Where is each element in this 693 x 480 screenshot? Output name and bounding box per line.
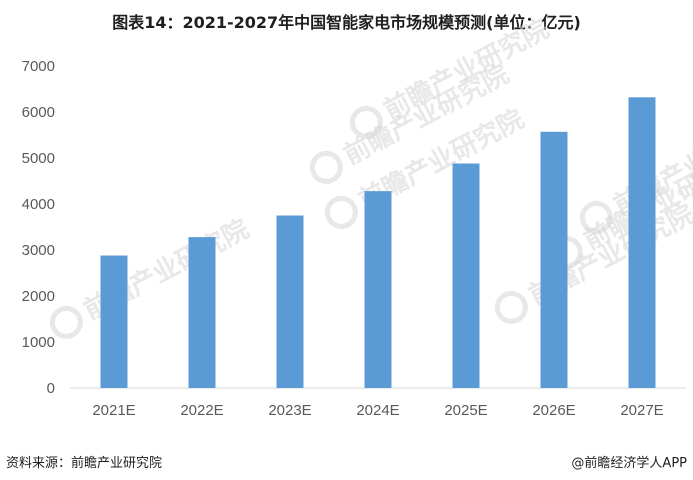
bar (276, 215, 304, 388)
bars-layer (100, 97, 656, 388)
app-credit: @前瞻经济学人APP (571, 456, 687, 471)
y-tick-label: 7000 (22, 58, 55, 75)
tick-labels-layer: 0 1000 2000 3000 4000 5000 6000 7000 2021E 2022E 2… (22, 58, 664, 419)
source-note: 资料来源：前瞻产业研究院 (6, 456, 163, 471)
watermark: 前瞻产业研究院 (49, 213, 254, 339)
x-tick-label: 2023E (268, 402, 311, 419)
x-tick-label: 2026E (532, 402, 575, 419)
y-tick-label: 1000 (22, 334, 55, 351)
x-tick-label: 2027E (620, 402, 663, 419)
y-tick-label: 6000 (22, 104, 55, 121)
y-tick-label: 5000 (22, 150, 55, 167)
bar (100, 255, 128, 388)
y-tick-label: 0 (47, 380, 55, 397)
bar (452, 163, 480, 388)
bar (628, 97, 656, 388)
bar (188, 237, 216, 388)
watermark-layer: 前瞻产业研究院前瞻产业研究院前瞻产业研究院前瞻产业研究院前瞻产业研究院前瞻产业研… (49, 13, 693, 339)
chart-title: 图表14：2021-2027年中国智能家电市场规模预测(单位：亿元) (112, 13, 581, 32)
x-tick-label: 2024E (356, 402, 399, 419)
x-tick-label: 2021E (92, 402, 135, 419)
y-tick-label: 4000 (22, 196, 55, 213)
bar (540, 131, 568, 388)
y-tick-label: 2000 (22, 288, 55, 305)
y-tick-label: 3000 (22, 242, 55, 259)
x-tick-label: 2022E (180, 402, 223, 419)
x-tick-label: 2025E (444, 402, 487, 419)
bar (364, 191, 392, 388)
